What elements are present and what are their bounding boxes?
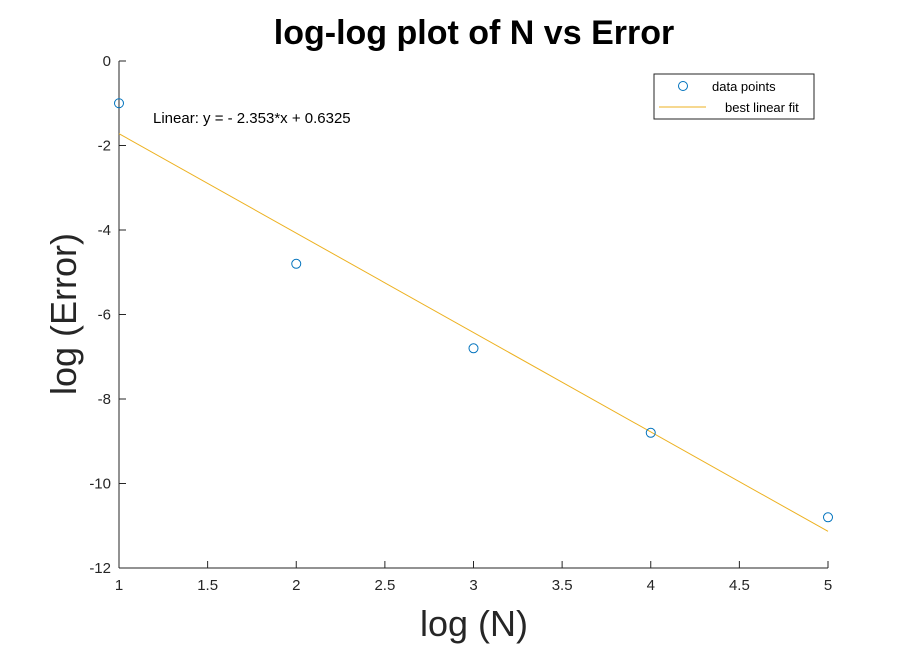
plot-area: 1 1.5 2 2.5 3 3.5 4 4.5 5 0 -2 -4 -6 -8 -10 -12	[89, 53, 833, 594]
y-tick-label: -10	[89, 476, 111, 493]
x-tick-label: 5	[824, 577, 832, 594]
legend-label-data-points: data points	[712, 79, 776, 94]
y-ticks: 0 -2 -4 -6 -8 -10 -12	[89, 53, 126, 577]
data-point	[823, 512, 833, 523]
x-tick-label: 2	[292, 577, 300, 594]
y-tick-label: -4	[98, 222, 111, 239]
x-tick-label: 1	[115, 577, 123, 594]
best-linear-fit-line	[118, 133, 829, 532]
data-point	[114, 98, 124, 109]
x-tick-label: 1.5	[197, 577, 218, 594]
x-axis-label: log (N)	[420, 603, 528, 644]
chart-title: log-log plot of N vs Error	[274, 14, 674, 52]
y-tick-label: -8	[98, 391, 111, 408]
x-tick-label: 3	[469, 577, 477, 594]
x-tick-label: 4	[647, 577, 655, 594]
data-point	[291, 258, 302, 269]
data-point	[468, 343, 479, 354]
y-tick-label: -6	[98, 307, 111, 324]
y-tick-label: -12	[89, 560, 111, 577]
fit-equation-annotation: Linear: y = - 2.353*x + 0.6325	[153, 110, 351, 127]
legend-label-best-linear-fit: best linear fit	[725, 100, 799, 115]
x-ticks: 1 1.5 2 2.5 3 3.5 4 4.5 5	[115, 561, 832, 594]
y-axis-label: log (Error)	[43, 233, 84, 395]
legend-marker-data-points	[678, 81, 688, 91]
data-point	[645, 427, 656, 438]
y-tick-label: -2	[98, 138, 111, 155]
x-tick-label: 4.5	[729, 577, 750, 594]
legend: data points best linear fit	[653, 73, 815, 120]
legend-box	[653, 73, 815, 120]
series-layer	[114, 98, 833, 532]
y-tick-label: 0	[103, 53, 111, 70]
x-tick-label: 2.5	[374, 577, 395, 594]
x-tick-label: 3.5	[552, 577, 573, 594]
